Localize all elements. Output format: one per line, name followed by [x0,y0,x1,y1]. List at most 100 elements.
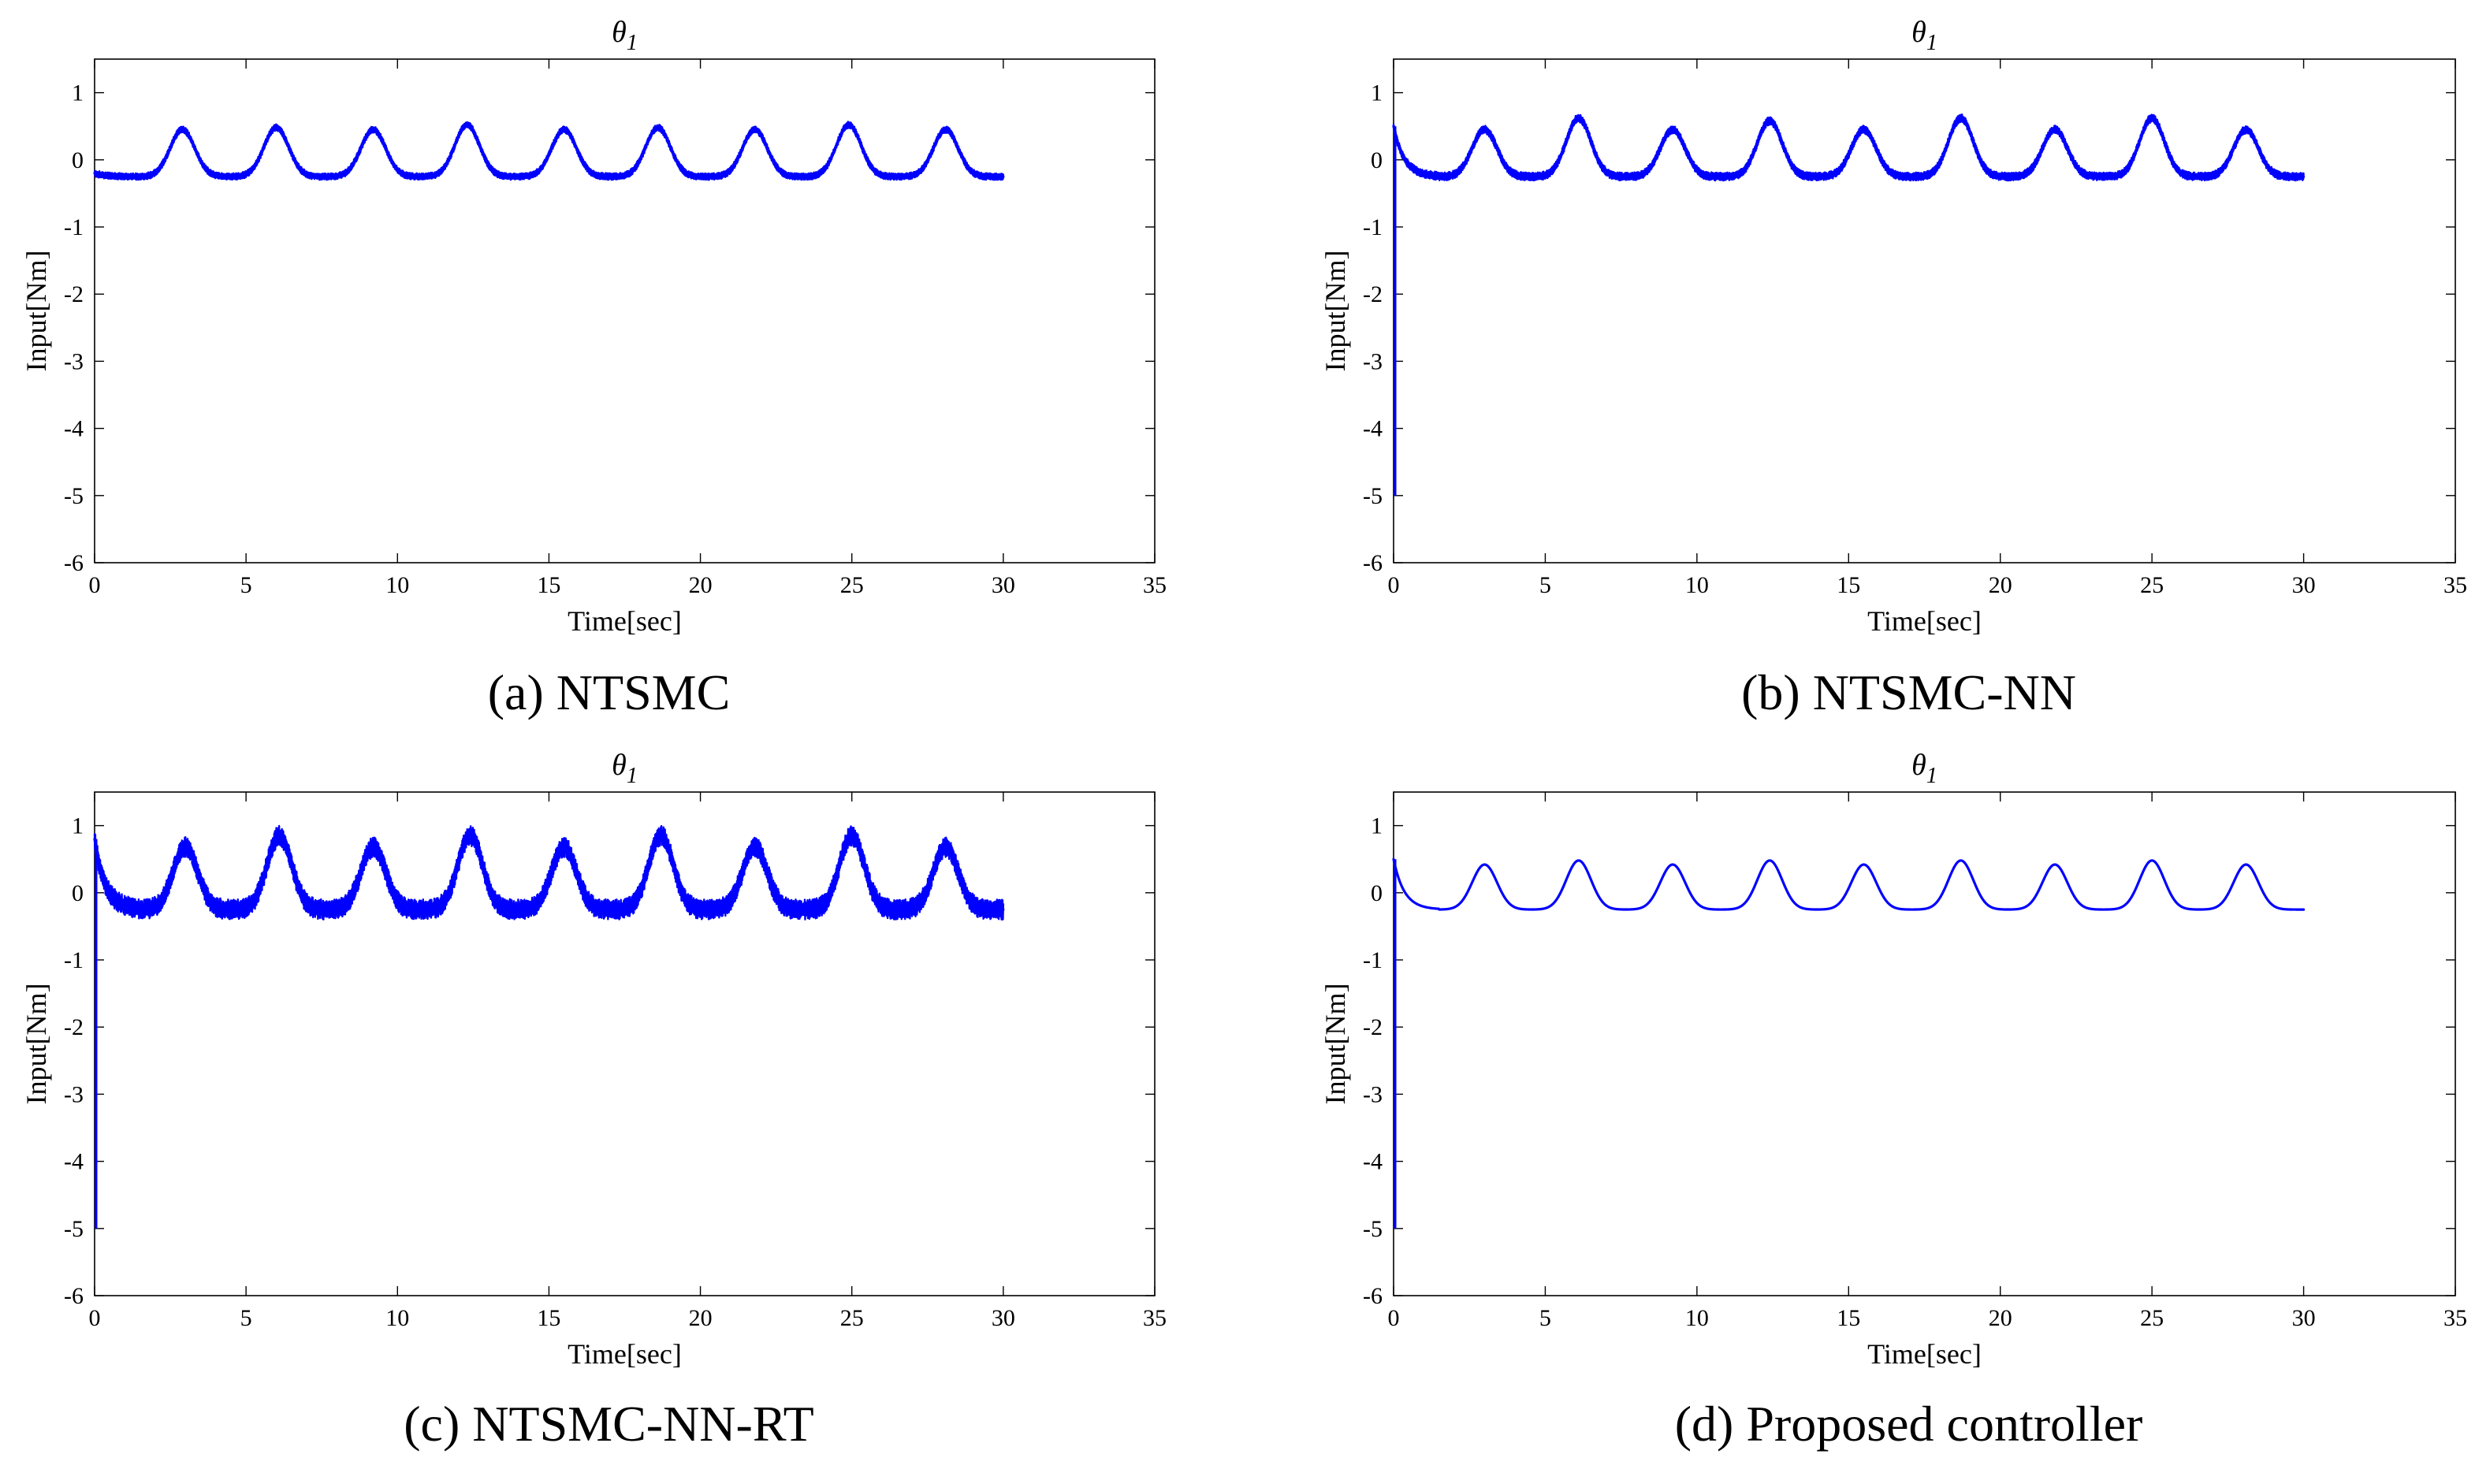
y-tick-label: -4 [1363,416,1383,442]
x-tick-label: 30 [992,1305,1015,1331]
x-tick-label: 5 [240,1305,252,1331]
y-tick-label: -2 [1363,281,1383,307]
y-tick-label: -1 [1363,214,1383,240]
y-tick-label: -2 [64,281,84,307]
y-tick-label: -1 [64,214,84,240]
x-tick-label: 35 [1143,572,1167,598]
y-axis-label: Input[Nm] [20,251,52,372]
series-line [1392,857,2306,911]
y-tick-label: 1 [1371,813,1383,839]
x-tick-label: 30 [2292,572,2316,598]
plot-frame [1393,58,2456,563]
y-tick-label: 1 [1371,80,1383,106]
x-tick-label: 35 [2443,1305,2467,1331]
x-tick-label: 20 [1989,572,2012,598]
x-tick-label: 15 [1837,1305,1860,1331]
y-tick-label: -4 [64,416,84,442]
panel-caption: (c) NTSMC-NN-RT [404,1396,814,1452]
y-tick-label: -6 [64,550,84,576]
y-tick-label: -3 [64,348,84,374]
series-line [1392,117,2306,178]
x-tick-label: 0 [1388,572,1400,598]
y-tick-label: -4 [64,1149,84,1175]
title-subscript: 1 [1926,31,1937,55]
plot-frame [94,58,1156,563]
x-axis-label: Time[sec] [1867,1338,1982,1370]
y-tick-label: 1 [72,80,84,106]
x-tick-label: 0 [89,572,101,598]
plot-title: θ1 [1911,16,1937,55]
plot-frame [94,791,1156,1296]
x-tick-label: 15 [537,572,560,598]
x-tick-label: 30 [992,572,1015,598]
x-tick-label: 10 [1685,572,1709,598]
x-tick-label: 10 [385,572,409,598]
title-symbol: θ [612,16,627,49]
series-line [93,834,1005,911]
y-tick-label: 0 [1371,147,1383,173]
x-tick-label: 10 [385,1305,409,1331]
chart-panel-4: 0 5 10 15 20 25 30 3510-1-2-3-4-5-6Time[sec]Inp… [1319,749,2467,1452]
title-symbol: θ [1911,749,1926,782]
series-line [93,123,1005,178]
y-tick-label: 0 [72,880,84,906]
chart-panel-1: 0 5 10 15 20 25 30 3510-1-2-3-4-5-6Time[sec]Inp… [20,16,1167,720]
y-tick-label: -3 [1363,348,1383,374]
y-tick-label: -2 [1363,1014,1383,1040]
y-tick-label: -5 [64,483,84,509]
x-tick-label: 30 [2292,1305,2316,1331]
x-tick-label: 20 [689,572,713,598]
x-axis-label: Time[sec] [568,1338,682,1370]
series-chatter-band [93,824,1005,921]
x-tick-label: 35 [2443,572,2467,598]
title-symbol: θ [1911,16,1926,49]
title-symbol: θ [612,749,627,782]
chart-panel-2: 0 5 10 15 20 25 30 3510-1-2-3-4-5-6Time[sec]Inp… [1319,16,2467,720]
x-tick-label: 25 [2140,1305,2164,1331]
x-tick-label: 20 [689,1305,713,1331]
x-axis-label: Time[sec] [1867,605,1982,637]
y-tick-label: -5 [1363,483,1383,509]
plot-title: θ1 [612,16,638,55]
y-tick-label: -3 [64,1081,84,1107]
x-tick-label: 5 [1539,572,1551,598]
series-chatter-band [93,121,1005,181]
plot-frame [1393,791,2456,1296]
plot-title: θ1 [1911,749,1937,788]
x-tick-label: 35 [1143,1305,1167,1331]
y-tick-label: -3 [1363,1081,1383,1107]
y-tick-label: 1 [72,813,84,839]
x-tick-label: 25 [2140,572,2164,598]
x-tick-label: 5 [240,572,252,598]
y-tick-label: -1 [64,947,84,973]
x-tick-label: 0 [89,1305,101,1331]
x-tick-label: 15 [537,1305,560,1331]
y-tick-label: -2 [64,1014,84,1040]
y-tick-label: -1 [1363,947,1383,973]
y-tick-label: 0 [1371,880,1383,906]
y-axis-label: Input[Nm] [20,984,52,1105]
plot-title: θ1 [612,749,638,788]
y-tick-label: -4 [1363,1149,1383,1175]
chart-panel-3: 0 5 10 15 20 25 30 3510-1-2-3-4-5-6Time[sec]Inp… [20,749,1167,1452]
y-tick-label: -6 [64,1283,84,1309]
x-tick-label: 15 [1837,572,1860,598]
panel-caption: (b) NTSMC-NN [1741,664,2076,720]
x-tick-label: 20 [1989,1305,2012,1331]
y-tick-label: 0 [72,147,84,173]
y-tick-label: -6 [1363,1283,1383,1309]
y-axis-label: Input[Nm] [1319,984,1351,1105]
x-tick-label: 5 [1539,1305,1551,1331]
x-tick-label: 0 [1388,1305,1400,1331]
y-axis-label: Input[Nm] [1319,251,1351,372]
y-tick-label: -6 [1363,550,1383,576]
panel-caption: (a) NTSMC [488,664,731,720]
title-subscript: 1 [627,31,638,55]
y-tick-label: -5 [64,1216,84,1242]
x-tick-label: 10 [1685,1305,1709,1331]
title-subscript: 1 [627,764,638,788]
x-tick-label: 25 [840,1305,864,1331]
x-axis-label: Time[sec] [568,605,682,637]
title-subscript: 1 [1926,764,1937,788]
